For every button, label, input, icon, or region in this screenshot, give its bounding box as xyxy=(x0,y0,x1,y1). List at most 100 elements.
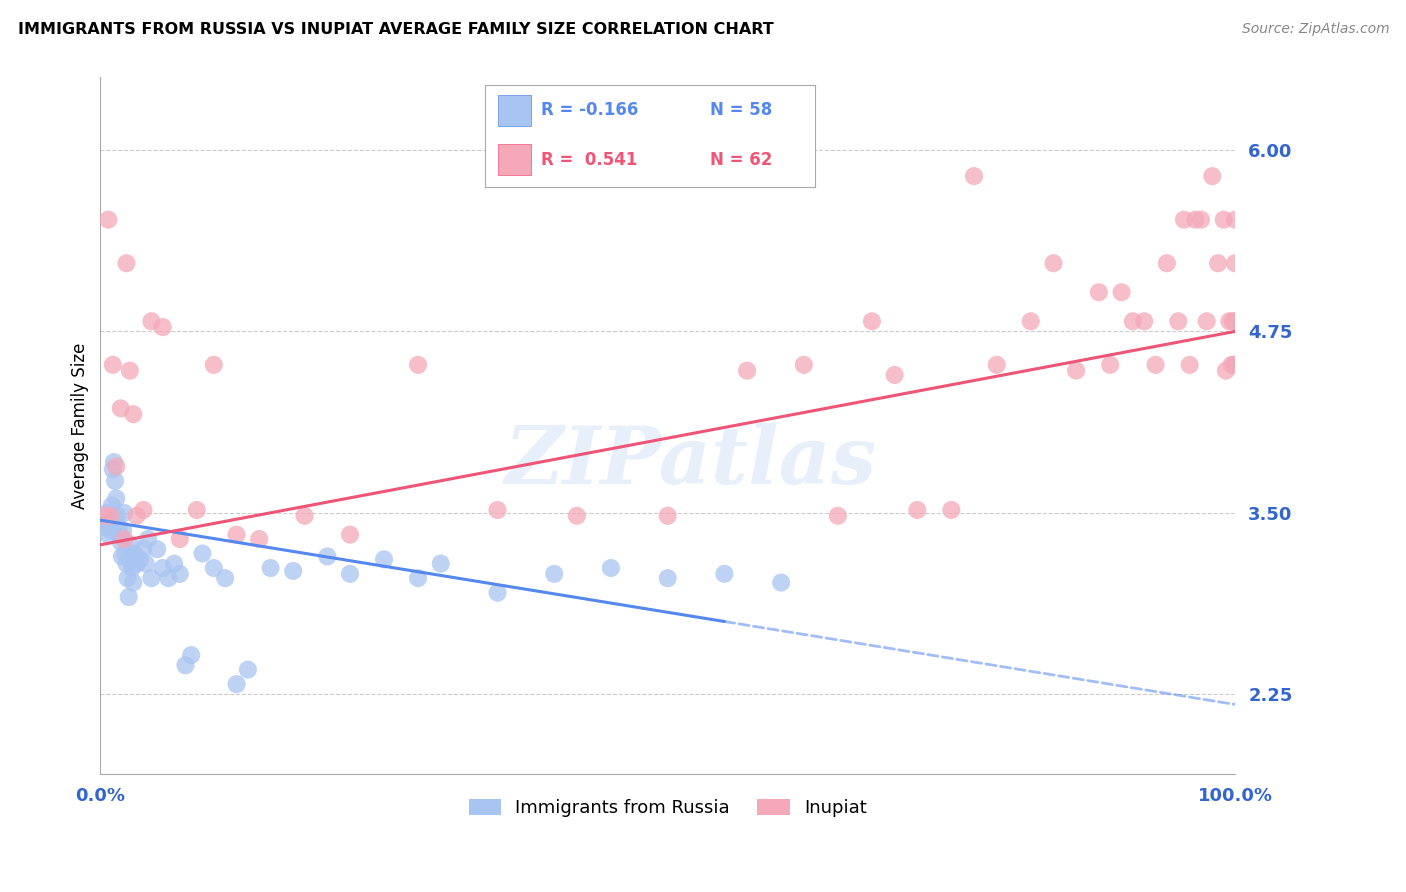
Point xyxy=(1222,314,1244,328)
Point xyxy=(112,506,135,520)
Point xyxy=(98,517,121,532)
Point xyxy=(117,571,139,585)
Point xyxy=(97,212,120,227)
Point xyxy=(103,455,125,469)
Point xyxy=(94,520,117,534)
Point xyxy=(1042,256,1064,270)
Point xyxy=(1189,212,1212,227)
Point xyxy=(1173,212,1195,227)
Point xyxy=(1223,358,1246,372)
Point xyxy=(565,508,588,523)
Point xyxy=(986,358,1008,372)
Point xyxy=(963,169,986,183)
Point xyxy=(339,566,361,581)
Point xyxy=(1212,212,1234,227)
Point xyxy=(101,462,124,476)
Y-axis label: Average Family Size: Average Family Size xyxy=(72,343,89,509)
Point xyxy=(1144,358,1167,372)
Point xyxy=(94,508,117,523)
Point xyxy=(657,571,679,585)
Point xyxy=(214,571,236,585)
FancyBboxPatch shape xyxy=(498,145,531,175)
Point xyxy=(600,561,623,575)
Point xyxy=(713,566,735,581)
Text: N = 62: N = 62 xyxy=(710,151,772,169)
Point xyxy=(1201,169,1223,183)
Text: R = -0.166: R = -0.166 xyxy=(541,101,638,119)
Point xyxy=(1215,364,1237,378)
Point xyxy=(93,513,115,527)
Point xyxy=(373,552,395,566)
Point xyxy=(316,549,339,564)
Point xyxy=(657,508,679,523)
Point xyxy=(191,547,214,561)
Point xyxy=(105,508,128,523)
Point xyxy=(1195,314,1218,328)
Point xyxy=(169,532,191,546)
Point xyxy=(104,474,127,488)
Point xyxy=(735,364,758,378)
Point xyxy=(339,527,361,541)
Point xyxy=(121,561,143,575)
Point xyxy=(122,407,145,421)
Point xyxy=(1122,314,1144,328)
Point xyxy=(225,527,247,541)
Point xyxy=(110,535,132,549)
Point xyxy=(486,585,509,599)
Point xyxy=(146,542,169,557)
Point xyxy=(1223,358,1246,372)
Point xyxy=(827,508,849,523)
Point xyxy=(152,320,174,334)
Point xyxy=(111,549,134,564)
Point xyxy=(120,538,142,552)
Point xyxy=(793,358,815,372)
Point xyxy=(1184,212,1206,227)
Point xyxy=(1111,285,1133,300)
Point xyxy=(259,561,281,575)
Text: R =  0.541: R = 0.541 xyxy=(541,151,637,169)
Point xyxy=(1156,256,1178,270)
Point xyxy=(112,532,135,546)
Point xyxy=(486,503,509,517)
Point xyxy=(100,499,122,513)
Point xyxy=(118,552,141,566)
Point xyxy=(1178,358,1201,372)
Point xyxy=(770,575,793,590)
Point xyxy=(1218,314,1240,328)
Point xyxy=(1223,256,1246,270)
Point xyxy=(406,571,429,585)
Point xyxy=(202,561,225,575)
Point xyxy=(100,523,122,537)
Point xyxy=(202,358,225,372)
Point xyxy=(108,527,131,541)
Point xyxy=(112,523,135,537)
Point xyxy=(1088,285,1111,300)
Point xyxy=(122,575,145,590)
Text: ZIPatlas: ZIPatlas xyxy=(505,424,876,500)
Text: IMMIGRANTS FROM RUSSIA VS INUPIAT AVERAGE FAMILY SIZE CORRELATION CHART: IMMIGRANTS FROM RUSSIA VS INUPIAT AVERAG… xyxy=(18,22,775,37)
Point xyxy=(115,557,138,571)
Point xyxy=(105,491,128,506)
Point xyxy=(225,677,247,691)
Point xyxy=(1220,358,1243,372)
Text: N = 58: N = 58 xyxy=(710,101,772,119)
Point xyxy=(125,557,148,571)
Point xyxy=(135,557,157,571)
Point xyxy=(101,358,124,372)
Legend: Immigrants from Russia, Inupiat: Immigrants from Russia, Inupiat xyxy=(461,791,875,824)
Point xyxy=(1223,314,1246,328)
Point xyxy=(97,527,120,541)
Point xyxy=(163,557,186,571)
Point xyxy=(1223,212,1246,227)
Point xyxy=(1206,256,1229,270)
Point xyxy=(174,658,197,673)
Point xyxy=(406,358,429,372)
Point xyxy=(247,532,270,546)
Point xyxy=(180,648,202,662)
Text: Source: ZipAtlas.com: Source: ZipAtlas.com xyxy=(1241,22,1389,37)
Point xyxy=(883,368,905,382)
Point xyxy=(110,401,132,416)
Point xyxy=(236,663,259,677)
Point xyxy=(1133,314,1156,328)
Point xyxy=(429,557,451,571)
